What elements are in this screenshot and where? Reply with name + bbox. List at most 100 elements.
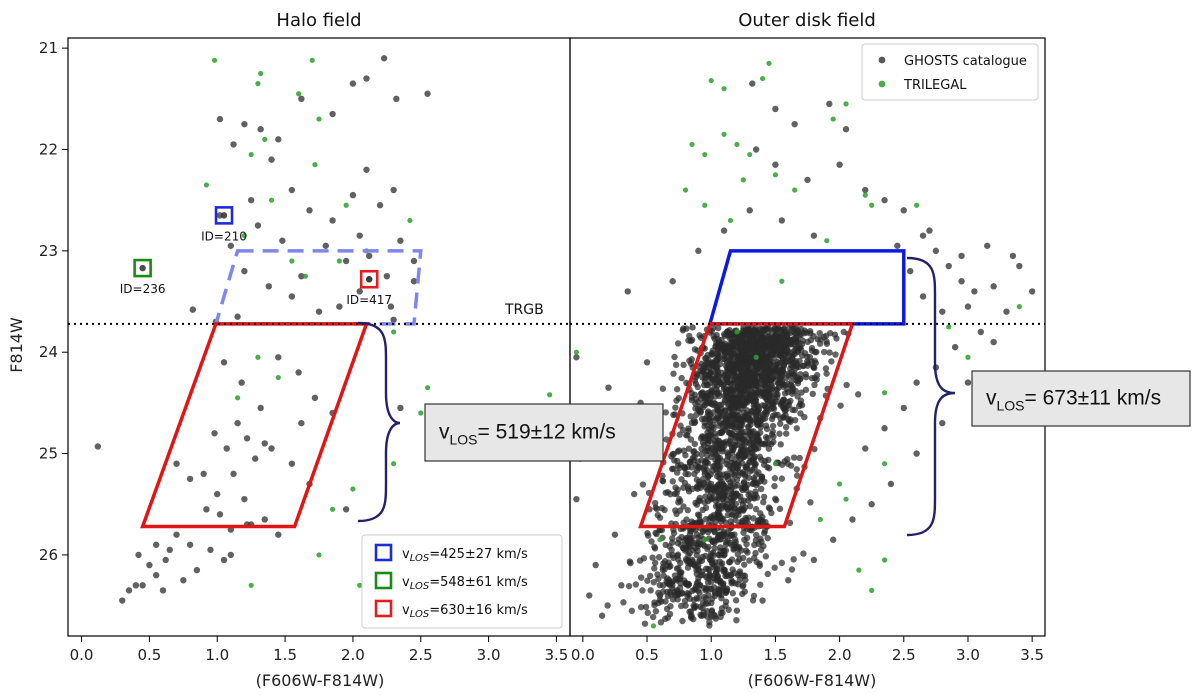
ghosts-star — [771, 564, 778, 571]
disk-panel-title: Outer disk field — [738, 10, 876, 31]
ghosts-star — [366, 252, 373, 260]
ghosts-star — [701, 542, 708, 550]
ghosts-star — [288, 460, 296, 467]
trilegal-star — [418, 410, 424, 416]
ghosts-star — [679, 426, 687, 434]
trilegal-star — [689, 141, 695, 148]
ghosts-star — [363, 166, 370, 173]
ghosts-star — [695, 575, 702, 582]
ghosts-star — [643, 359, 651, 366]
ghosts-star — [826, 100, 833, 108]
ghosts-star — [687, 360, 695, 367]
halo-y-tick-label: 23 — [39, 242, 58, 260]
ghosts-star — [738, 390, 745, 397]
halo-x-tick-label: 2.5 — [409, 646, 433, 664]
ghosts-star — [684, 507, 692, 514]
ghosts-star — [656, 514, 664, 521]
ghosts-star — [712, 364, 720, 371]
ghosts-star — [670, 554, 677, 562]
ghosts-star — [977, 328, 985, 336]
ghosts-star — [311, 394, 319, 402]
ghosts-star — [741, 588, 749, 595]
ghosts-star — [646, 572, 654, 580]
ghosts-star — [750, 474, 757, 482]
ghosts-star — [729, 494, 737, 501]
ghosts-star — [814, 336, 821, 343]
ghosts-star — [741, 370, 748, 377]
ghosts-star — [811, 381, 818, 389]
ghosts-star — [727, 479, 734, 486]
ghosts-star — [680, 447, 688, 454]
ghosts-star — [630, 490, 638, 498]
ghosts-star — [801, 327, 808, 334]
ghosts-star — [772, 495, 779, 502]
ghosts-star — [238, 379, 245, 386]
ghosts-star — [611, 531, 619, 538]
ghosts-star — [729, 422, 736, 429]
ghosts-star — [691, 603, 698, 611]
ghosts-star — [794, 393, 801, 400]
ghosts-star — [1003, 308, 1010, 315]
ghosts-star — [671, 353, 678, 361]
ghosts-star — [832, 351, 839, 358]
ghosts-star — [711, 430, 718, 437]
ghosts-star — [223, 445, 230, 452]
ghosts-star — [716, 511, 723, 518]
ghosts-star — [784, 460, 791, 467]
ghosts-star — [725, 558, 733, 566]
highlight-box — [214, 206, 234, 225]
ghosts-star — [789, 349, 796, 356]
ghosts-star — [707, 489, 715, 496]
ghosts-star — [769, 422, 777, 430]
ghosts-star — [750, 402, 757, 409]
ghosts-star — [723, 449, 731, 456]
ghosts-star — [741, 561, 748, 568]
trilegal-star — [424, 385, 431, 391]
ghosts-star — [783, 346, 791, 354]
ghosts-star — [694, 547, 701, 555]
ghosts-star — [729, 380, 736, 387]
ghosts-star — [227, 242, 235, 249]
ghosts-star — [279, 237, 286, 244]
ghosts-star — [342, 506, 350, 513]
ghosts-star — [728, 499, 736, 506]
ghosts-star — [849, 516, 856, 523]
ghosts-star — [275, 136, 282, 143]
ghosts-star — [793, 472, 801, 479]
trilegal-star — [702, 151, 708, 158]
ghosts-star — [186, 475, 194, 483]
halo-panel-title: Halo field — [276, 10, 361, 31]
trilegal-star — [817, 516, 823, 523]
ghosts-star — [723, 456, 731, 464]
ghosts-star — [662, 409, 669, 416]
ghosts-star — [573, 495, 580, 503]
ghosts-star — [809, 390, 816, 398]
ghosts-star — [735, 402, 742, 409]
ghosts-star — [788, 566, 796, 573]
ghosts-star — [673, 386, 681, 393]
ghosts-star — [687, 608, 695, 615]
ghosts-star — [159, 587, 167, 594]
ghosts-star — [329, 217, 336, 224]
ghosts-star — [670, 411, 677, 419]
ghosts-star — [728, 532, 736, 539]
legend-label: vLOS=548±61 km/s — [402, 575, 528, 592]
overlay-layer: vLOS=425±27 km/s vLOS=548±61 km/s vLOS=630… — [357, 43, 1191, 629]
ghosts-star — [684, 463, 691, 471]
ghosts-star — [704, 608, 711, 615]
ghosts-star — [695, 534, 702, 541]
ghosts-star — [1009, 252, 1017, 260]
ghosts-star — [763, 425, 771, 433]
ghosts-star — [723, 587, 731, 594]
ghosts-star — [669, 278, 676, 285]
ghosts-star — [666, 610, 674, 618]
ghosts-star — [700, 435, 708, 442]
legend-marker — [374, 599, 393, 618]
ghosts-star — [711, 544, 718, 552]
ghosts-star — [701, 419, 708, 426]
ghosts-star — [698, 451, 705, 458]
trilegal-star — [759, 75, 766, 82]
ghosts-star — [842, 126, 850, 133]
ghosts-star — [207, 546, 214, 554]
disk-brace — [906, 256, 956, 537]
